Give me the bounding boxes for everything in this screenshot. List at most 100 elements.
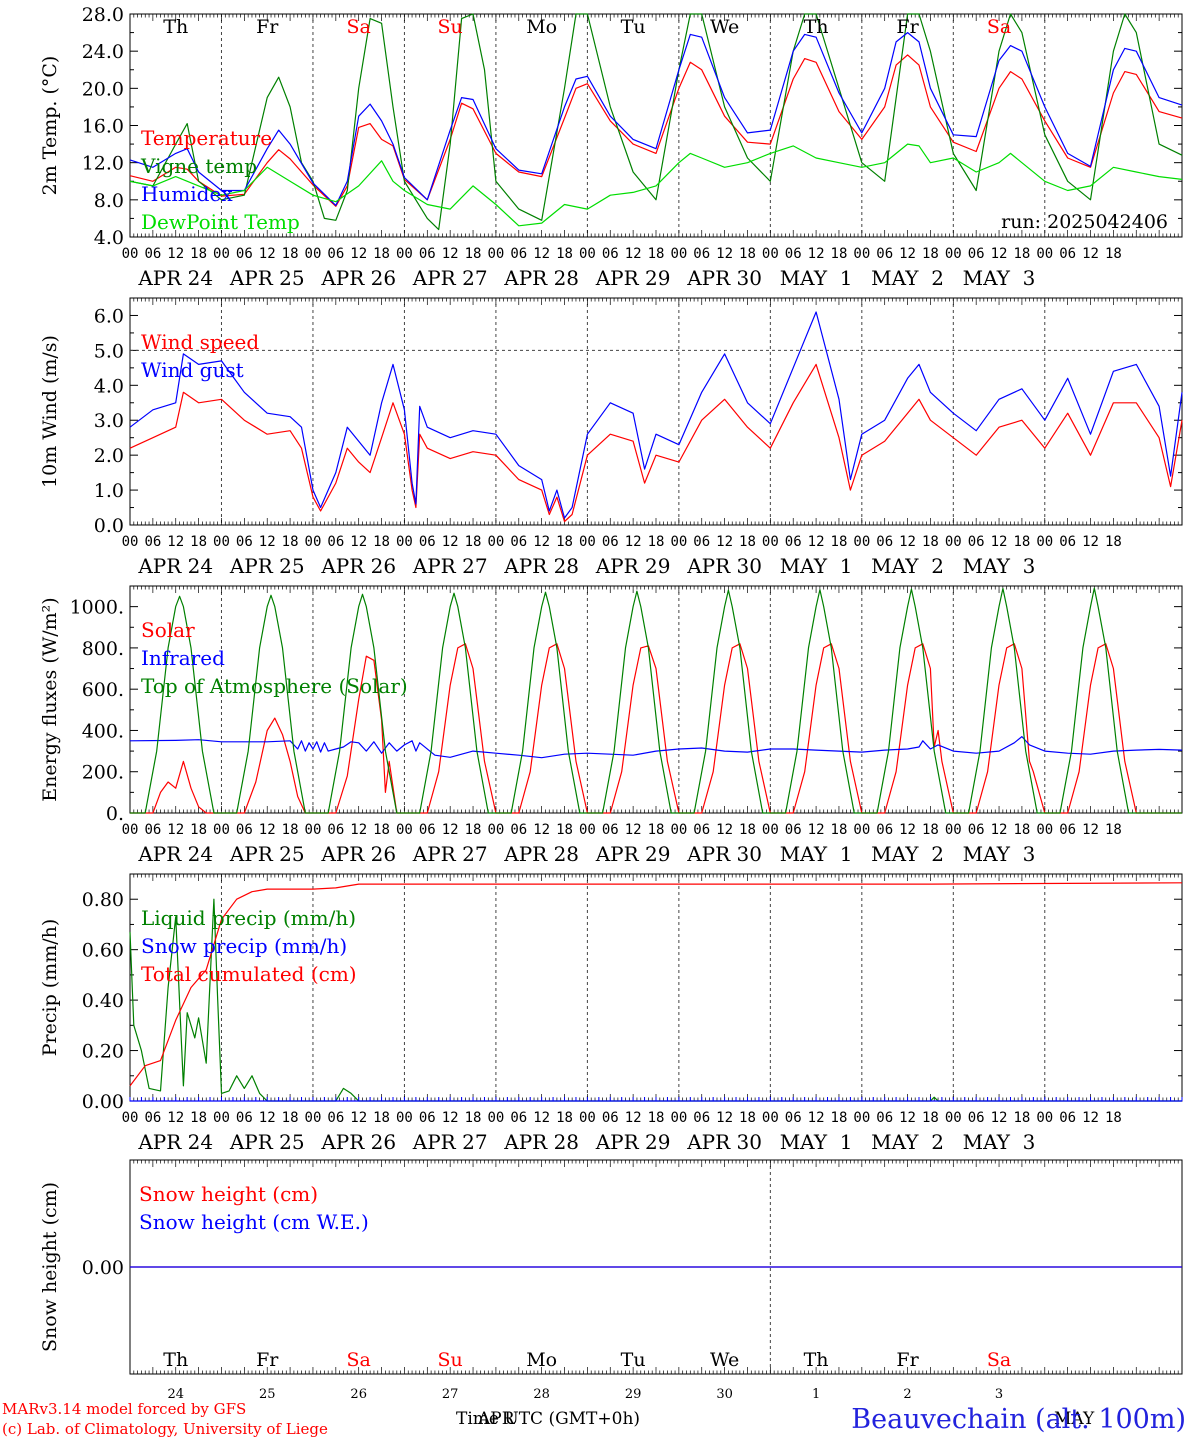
- weekday-label: Th: [163, 16, 188, 38]
- hour-tick-label: 12: [716, 246, 733, 262]
- date-label: APR 29: [595, 554, 671, 578]
- date-label: APR 24: [137, 842, 213, 866]
- day-number-label: 26: [350, 1387, 367, 1402]
- hour-tick-label: 18: [556, 534, 573, 550]
- hour-tick-label: 06: [144, 534, 161, 550]
- weekday-label: Fr: [896, 16, 919, 38]
- hour-tick-label: 06: [510, 534, 527, 550]
- date-label: APR 26: [320, 554, 396, 578]
- date-label: APR 29: [595, 842, 671, 866]
- weekday-label: Tu: [621, 16, 646, 38]
- hour-tick-label: 06: [785, 246, 802, 262]
- hour-tick-label: 06: [602, 534, 619, 550]
- date-label: APR 26: [320, 1130, 396, 1154]
- hour-tick-label: 06: [510, 246, 527, 262]
- hour-tick-label: 00: [213, 822, 230, 838]
- hour-tick-label: 18: [922, 246, 939, 262]
- hour-tick-label: 12: [625, 246, 642, 262]
- weekday-label: Fr: [256, 16, 279, 38]
- weekday-label: Mo: [526, 1349, 557, 1371]
- hour-tick-label: 12: [350, 1110, 367, 1126]
- hour-tick-label: 00: [122, 1110, 139, 1126]
- hour-tick-label: 18: [648, 1110, 665, 1126]
- y-axis-title: Energy fluxes (W/m²): [39, 597, 61, 801]
- hour-tick-label: 18: [465, 822, 482, 838]
- hour-tick-label: 12: [533, 246, 550, 262]
- hour-tick-label: 12: [442, 246, 459, 262]
- y-tick-label: 2.0: [94, 445, 124, 467]
- legend-entry: Temperature: [141, 126, 272, 150]
- hour-tick-label: 12: [259, 246, 276, 262]
- hour-tick-label: 00: [487, 1110, 504, 1126]
- legend-entry: Snow height (cm): [139, 1182, 318, 1206]
- hour-tick-label: 18: [465, 1110, 482, 1126]
- day-number-label: 3: [995, 1387, 1003, 1402]
- day-number-label: 1: [812, 1387, 820, 1402]
- hour-tick-label: 18: [190, 1110, 207, 1126]
- hour-tick-label: 00: [1036, 1110, 1053, 1126]
- hour-tick-label: 18: [190, 534, 207, 550]
- hour-tick-label: 12: [625, 534, 642, 550]
- date-label: APR 27: [412, 554, 488, 578]
- hour-tick-label: 00: [670, 1110, 687, 1126]
- series-line: [129, 898, 1182, 1102]
- hour-tick-label: 18: [739, 822, 756, 838]
- hour-tick-label: 06: [144, 1110, 161, 1126]
- hour-tick-label: 06: [1059, 534, 1076, 550]
- hour-tick-label: 00: [1036, 246, 1053, 262]
- date-label: APR 25: [229, 554, 305, 578]
- hour-tick-label: 12: [899, 534, 916, 550]
- hour-tick-label: 06: [876, 1110, 893, 1126]
- hour-tick-label: 12: [442, 1110, 459, 1126]
- hour-tick-label: 18: [465, 534, 482, 550]
- plot-frame: [129, 297, 1183, 526]
- hour-tick-label: 00: [487, 246, 504, 262]
- date-label: MAY 1: [780, 266, 853, 290]
- y-axis-title: Precip (mm/h): [39, 919, 61, 1057]
- hour-tick-label: 06: [1059, 822, 1076, 838]
- hour-tick-label: 00: [213, 246, 230, 262]
- hour-tick-label: 18: [739, 246, 756, 262]
- hour-tick-label: 00: [396, 534, 413, 550]
- hour-tick-label: 00: [853, 822, 870, 838]
- hour-tick-label: 06: [785, 534, 802, 550]
- hour-tick-label: 06: [1059, 246, 1076, 262]
- weekday-label: We: [710, 16, 739, 38]
- hour-tick-label: 00: [579, 822, 596, 838]
- hour-tick-label: 12: [259, 1110, 276, 1126]
- date-label: MAY 3: [963, 842, 1036, 866]
- hour-tick-label: 18: [1105, 534, 1122, 550]
- y-tick-label: 20.0: [82, 78, 124, 100]
- y-tick-label: 6.0: [94, 305, 124, 327]
- hour-tick-label: 18: [648, 246, 665, 262]
- weekday-label: Su: [438, 16, 463, 38]
- hour-tick-label: 12: [991, 822, 1008, 838]
- hour-tick-label: 00: [122, 246, 139, 262]
- wind-panel: 0.0 1.0 2.0 3.0 4.0 5.0 6.0 10m Wind (m/s) Wind …: [39, 297, 1183, 578]
- hour-tick-label: 12: [808, 534, 825, 550]
- date-label: APR 27: [412, 1130, 488, 1154]
- hour-tick-label: 18: [1013, 246, 1030, 262]
- weekday-label: Sa: [347, 16, 371, 38]
- hour-tick-label: 18: [373, 822, 390, 838]
- hour-tick-label: 18: [1105, 1110, 1122, 1126]
- hour-tick-label: 12: [808, 1110, 825, 1126]
- y-tick-label: 0.80: [82, 889, 124, 911]
- series-line: [130, 643, 1182, 814]
- hour-tick-label: 12: [716, 534, 733, 550]
- hour-tick-label: 06: [1059, 1110, 1076, 1126]
- y-tick-label: 0.60: [82, 940, 124, 962]
- date-label: MAY 3: [963, 1130, 1036, 1154]
- hour-tick-label: 12: [1082, 1110, 1099, 1126]
- hour-tick-label: 18: [831, 534, 848, 550]
- hour-tick-label: 00: [305, 822, 322, 838]
- hour-tick-label: 06: [968, 246, 985, 262]
- hour-tick-label: 06: [236, 822, 253, 838]
- series-line: [129, 363, 1183, 523]
- hour-tick-label: 18: [282, 822, 299, 838]
- hour-tick-label: 00: [396, 246, 413, 262]
- weekday-label: Sa: [347, 1349, 371, 1371]
- hour-tick-label: 12: [625, 1110, 642, 1126]
- day-number-label: 29: [625, 1387, 642, 1402]
- date-label: APR 30: [686, 266, 762, 290]
